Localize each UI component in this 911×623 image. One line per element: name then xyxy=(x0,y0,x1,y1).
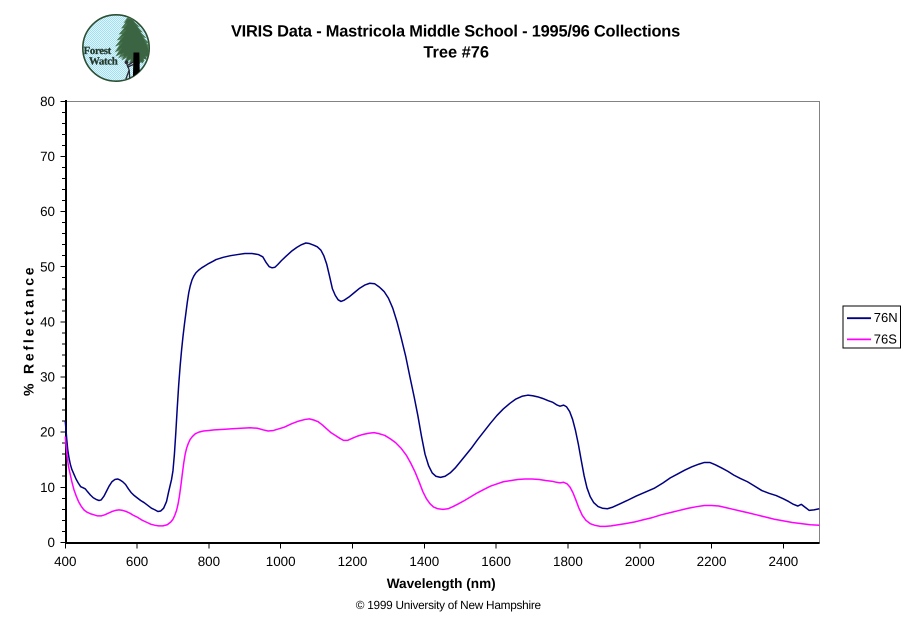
svg-text:% Reflectance: % Reflectance xyxy=(20,267,36,396)
svg-text:Watch: Watch xyxy=(89,56,118,68)
svg-text:Tree #76: Tree #76 xyxy=(423,44,489,62)
svg-text:76S: 76S xyxy=(874,332,897,347)
svg-text:0: 0 xyxy=(48,535,55,550)
svg-text:20: 20 xyxy=(40,425,55,440)
svg-text:30: 30 xyxy=(40,370,55,385)
svg-text:Wavelength (nm): Wavelength (nm) xyxy=(387,576,496,591)
svg-text:600: 600 xyxy=(126,554,148,569)
svg-text:2200: 2200 xyxy=(697,554,727,569)
svg-text:50: 50 xyxy=(40,259,55,274)
svg-text:Forest: Forest xyxy=(84,45,112,57)
svg-text:2400: 2400 xyxy=(768,554,798,569)
svg-text:1800: 1800 xyxy=(553,554,583,569)
svg-text:1200: 1200 xyxy=(338,554,368,569)
svg-text:60: 60 xyxy=(40,204,55,219)
svg-text:80: 80 xyxy=(40,94,55,109)
svg-text:800: 800 xyxy=(198,554,220,569)
svg-text:2000: 2000 xyxy=(625,554,655,569)
svg-text:76N: 76N xyxy=(874,310,898,325)
svg-text:400: 400 xyxy=(54,554,76,569)
svg-text:70: 70 xyxy=(40,149,55,164)
svg-text:10: 10 xyxy=(40,480,55,495)
svg-text:© 1999 University of New Hamps: © 1999 University of New Hampshire xyxy=(356,598,542,612)
svg-text:40: 40 xyxy=(40,314,55,329)
svg-text:1000: 1000 xyxy=(266,554,296,569)
svg-text:VIRIS Data - Mastricola Middle: VIRIS Data - Mastricola Middle School - … xyxy=(231,22,680,40)
svg-text:1400: 1400 xyxy=(409,554,439,569)
svg-text:1600: 1600 xyxy=(481,554,511,569)
